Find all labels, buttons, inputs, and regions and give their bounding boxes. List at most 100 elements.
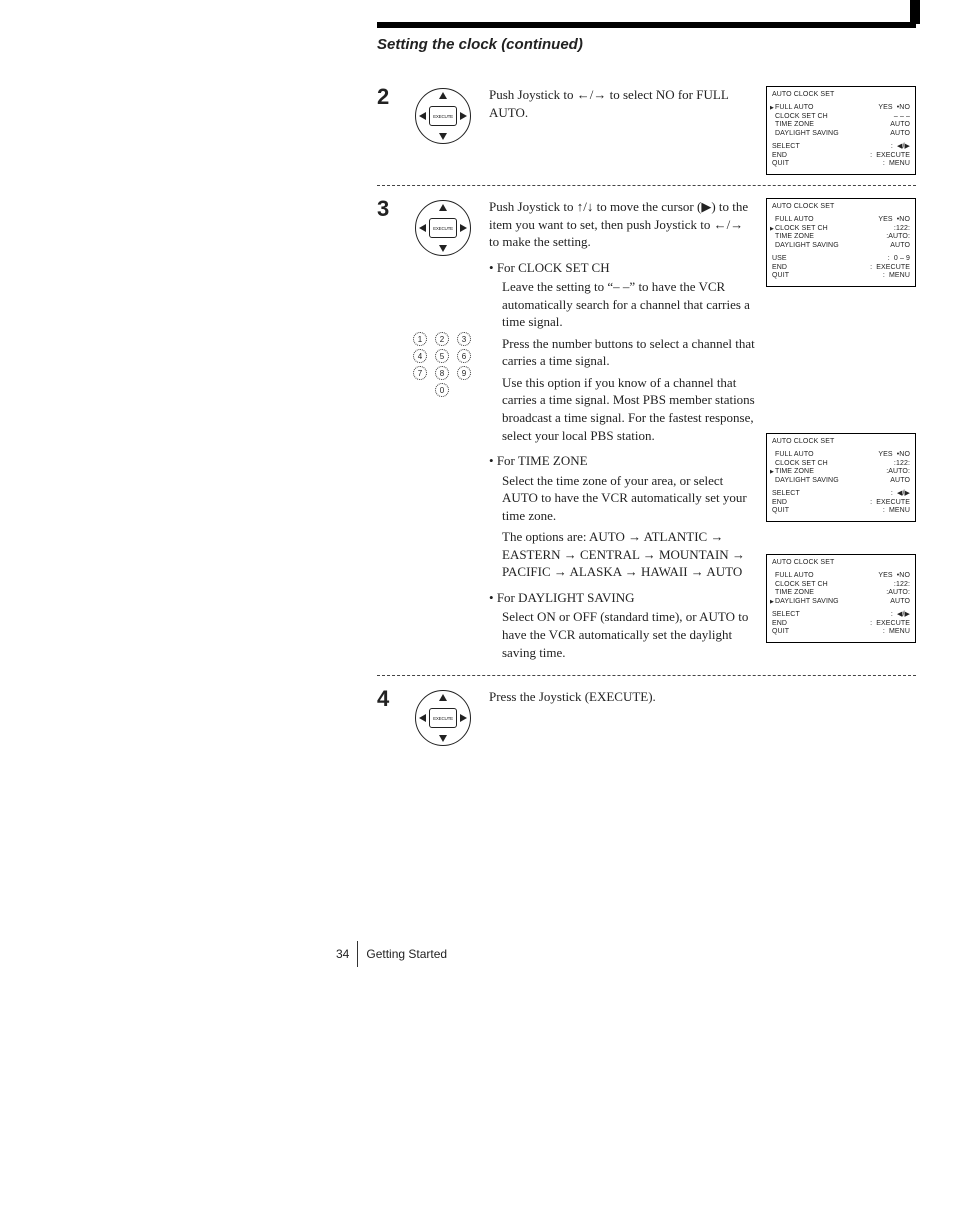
bullet-text: Use this option if you know of a channel… — [502, 374, 756, 444]
osd-row: TIME ZONE — [775, 121, 814, 130]
step-body: Push Joystick to ↑/↓ to move the cursor … — [489, 198, 766, 665]
osd-val: :122: — [894, 460, 910, 469]
bullet-clocksetch: For CLOCK SET CH Leave the setting to “–… — [489, 259, 756, 444]
bullet-text: Leave the setting to “– –” to have the V… — [502, 278, 756, 331]
osd-row: DAYLIGHT SAVING — [775, 598, 839, 607]
icon-column: EXECUTE — [397, 688, 489, 746]
osd-ftr: SELECT — [772, 490, 800, 499]
step-body: Press the Joystick (EXECUTE). — [489, 688, 766, 710]
osd-val: YES •NO — [878, 572, 910, 581]
key-2: 2 — [435, 332, 449, 346]
osd-row: FULL AUTO — [775, 216, 814, 225]
joystick-label: EXECUTE — [433, 114, 453, 119]
osd-val: MENU — [889, 272, 910, 279]
osd-row: DAYLIGHT SAVING — [775, 242, 839, 251]
key-6: 6 — [457, 349, 471, 363]
osd-ftr: SELECT — [772, 143, 800, 152]
key-9: 9 — [457, 366, 471, 380]
osd-row: FULL AUTO — [775, 572, 814, 581]
bullet-text: Select the time zone of your area, or se… — [502, 472, 756, 525]
osd-row: FULL AUTO — [775, 104, 814, 113]
joystick-label: EXECUTE — [433, 716, 453, 721]
osd-val: EXECUTE — [876, 264, 910, 271]
step-4: 4 EXECUTE Press the Joystick (EXECUTE). — [377, 675, 916, 746]
joystick-icon: EXECUTE — [415, 690, 471, 746]
osd-val: ◀/▶ — [897, 143, 910, 150]
osd-screen-3b: AUTO CLOCK SET FULL AUTO YES •NO CLOCK SE… — [766, 433, 916, 522]
top-rule — [377, 22, 916, 28]
osd-val: ◀/▶ — [897, 490, 910, 497]
osd-val: MENU — [889, 628, 910, 635]
bullet-head: For TIME ZONE — [489, 452, 756, 470]
osd-row: CLOCK SET CH — [775, 581, 828, 590]
osd-row: CLOCK SET CH — [775, 225, 828, 234]
bullet-text: The options are: AUTO → ATLANTIC → EASTE… — [502, 528, 756, 581]
step-text: Press the Joystick (EXECUTE). — [489, 688, 756, 706]
osd-row: DAYLIGHT SAVING — [775, 477, 839, 486]
page-title: Setting the clock (continued) — [377, 36, 583, 53]
screen-column: AUTO CLOCK SET FULL AUTOYES •NO CLOCK SE… — [766, 86, 916, 175]
osd-ftr: END — [772, 620, 787, 629]
osd-ftr: END — [772, 264, 787, 273]
icon-column: EXECUTE — [397, 86, 489, 144]
osd-val: :AUTO: — [886, 468, 910, 477]
osd-row: CLOCK SET CH — [775, 460, 828, 469]
osd-row: TIME ZONE — [775, 589, 814, 598]
key-7: 7 — [413, 366, 427, 380]
page-number: 34 — [336, 947, 349, 961]
bullet-daylight: For DAYLIGHT SAVING Select ON or OFF (st… — [489, 589, 756, 661]
osd-header: AUTO CLOCK SET — [772, 203, 910, 212]
osd-val: EXECUTE — [876, 620, 910, 627]
osd-ftr: USE — [772, 255, 787, 264]
osd-row: TIME ZONE — [775, 468, 814, 477]
key-8: 8 — [435, 366, 449, 380]
bullet-head: For DAYLIGHT SAVING — [489, 589, 756, 607]
joystick-label: EXECUTE — [433, 226, 453, 231]
bullet-text: Press the number buttons to select a cha… — [502, 335, 756, 370]
key-1: 1 — [413, 332, 427, 346]
key-4: 4 — [413, 349, 427, 363]
bullet-head: For CLOCK SET CH — [489, 259, 756, 277]
osd-screen-3c: AUTO CLOCK SET FULL AUTOYES •NO CLOCK SE… — [766, 554, 916, 643]
osd-val: AUTO — [890, 242, 910, 251]
step-2: 2 EXECUTE Push Joystick to ←/→ to select… — [377, 78, 916, 175]
key-3: 3 — [457, 332, 471, 346]
osd-screen-3a: AUTO CLOCK SET FULL AUTO YES •NO CLOCK SE… — [766, 198, 916, 287]
osd-val: YES •NO — [878, 216, 910, 225]
osd-val: YES •NO — [878, 451, 910, 460]
step-number: 4 — [377, 688, 397, 710]
osd-val: :AUTO: — [886, 233, 910, 242]
joystick-icon: EXECUTE — [415, 88, 471, 144]
osd-ftr: SELECT — [772, 611, 800, 620]
osd-val: AUTO — [890, 598, 910, 607]
screen-column: AUTO CLOCK SET FULL AUTO YES •NO CLOCK SE… — [766, 198, 916, 643]
osd-val: MENU — [889, 160, 910, 167]
osd-ftr: QUIT — [772, 628, 789, 637]
osd-val: EXECUTE — [876, 499, 910, 506]
step-number: 3 — [377, 198, 397, 220]
osd-val: YES •NO — [878, 104, 910, 111]
osd-val: AUTO — [890, 121, 910, 130]
osd-header: AUTO CLOCK SET — [772, 438, 910, 447]
osd-val: :122: — [894, 581, 910, 590]
osd-val: ◀/▶ — [897, 611, 910, 618]
osd-row: DAYLIGHT SAVING — [775, 130, 839, 139]
osd-row: FULL AUTO — [775, 451, 814, 460]
step-text: Push Joystick to ←/→ to select NO for FU… — [489, 86, 756, 121]
osd-header: AUTO CLOCK SET — [772, 91, 910, 100]
osd-row: TIME ZONE — [775, 233, 814, 242]
icon-column: EXECUTE 1 2 3 4 5 6 7 8 9 0 — [397, 198, 489, 397]
bullet-timezone: For TIME ZONE Select the time zone of yo… — [489, 452, 756, 581]
step-body: Push Joystick to ←/→ to select NO for FU… — [489, 86, 766, 125]
step-3: 3 EXECUTE 1 2 3 4 5 6 7 8 9 0 Push Joyst… — [377, 185, 916, 665]
joystick-icon: EXECUTE — [415, 200, 471, 256]
osd-val: :AUTO: — [886, 589, 910, 598]
key-5: 5 — [435, 349, 449, 363]
osd-val: EXECUTE — [876, 152, 910, 159]
key-0: 0 — [435, 383, 449, 397]
keypad-icon: 1 2 3 4 5 6 7 8 9 0 — [413, 332, 473, 397]
osd-val: – – – — [894, 113, 910, 122]
section-name: Getting Started — [366, 947, 447, 961]
osd-screen-2: AUTO CLOCK SET FULL AUTOYES •NO CLOCK SE… — [766, 86, 916, 175]
step-number: 2 — [377, 86, 397, 108]
